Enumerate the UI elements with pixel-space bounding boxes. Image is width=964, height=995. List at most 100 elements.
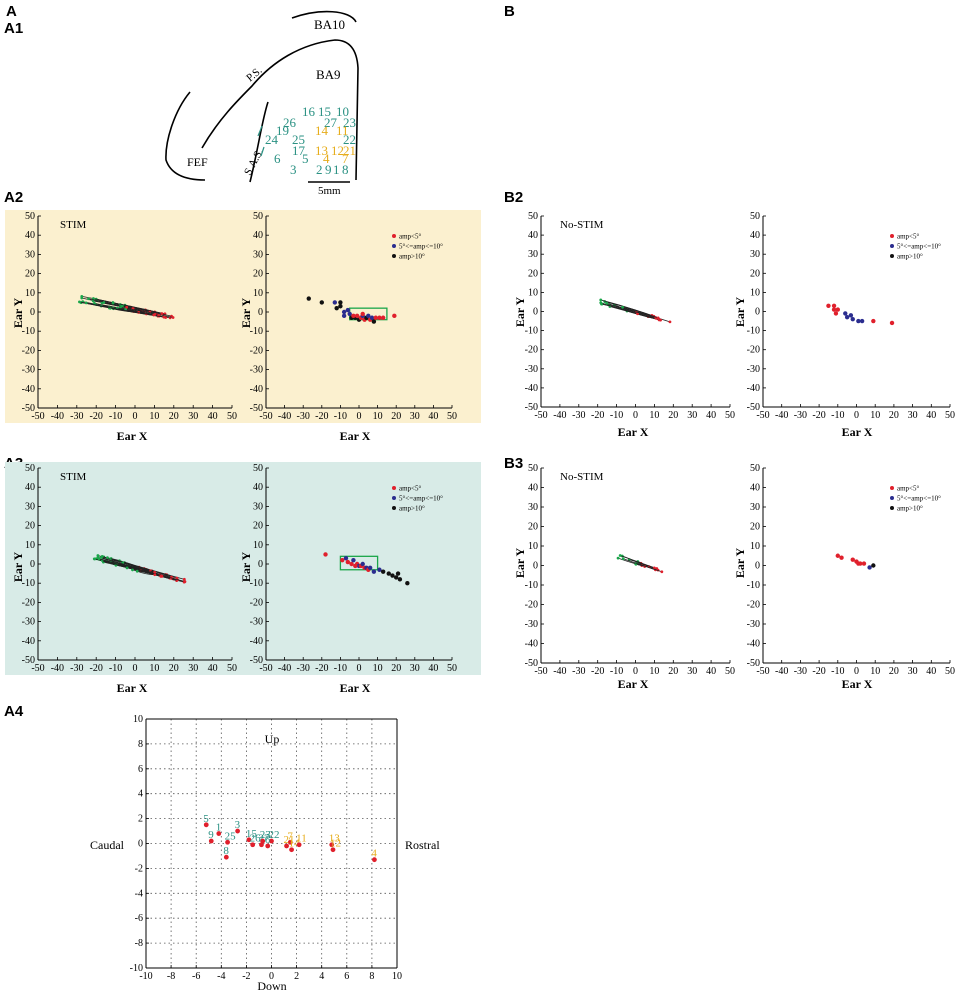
y-axis-label: Ear Y (11, 552, 25, 583)
trajectory-start (78, 300, 81, 304)
site-point-14 (289, 847, 294, 853)
data-point-2 (343, 556, 349, 561)
trajectory-start (100, 556, 103, 559)
x-axis-label: Ear X (340, 681, 371, 695)
x-tick-label: 10 (649, 666, 659, 677)
trajectory-line (137, 570, 155, 576)
y-tick-label: -30 (525, 619, 538, 630)
x-tick-label: -40 (51, 411, 64, 422)
site-point-label-15: 15 (246, 828, 258, 840)
x-tick-label: 30 (687, 410, 697, 421)
site-point-label-8: 8 (223, 845, 229, 857)
x-axis-label: Ear X (618, 425, 649, 439)
y-tick-label: 20 (25, 269, 35, 280)
x-axis-label: Ear X (618, 677, 649, 691)
data-point-22 (405, 581, 410, 586)
x-tick-label: 50 (945, 666, 955, 677)
trajectory-start (106, 556, 109, 560)
x-tick-label: 10 (392, 971, 402, 982)
data-point-7 (867, 565, 872, 570)
caudal-label: Caudal (90, 838, 125, 852)
legend-marker-red (890, 234, 894, 238)
x-tick-label: 0 (633, 410, 638, 421)
site-number-16: 16 (302, 104, 316, 119)
legend-label: 5°<=amp<=10° (897, 495, 941, 503)
data-point-3 (833, 311, 839, 316)
x-tick-label: -20 (812, 410, 825, 421)
site-point-label-27: 27 (258, 833, 270, 845)
y-tick-label: -40 (747, 639, 760, 650)
x-tick-label: 10 (149, 663, 159, 674)
x-tick-label: -6 (192, 971, 200, 982)
data-point-18 (390, 573, 395, 578)
site-point-13 (329, 842, 335, 848)
x-tick-label: 20 (889, 666, 899, 677)
x-tick-label: 20 (391, 663, 401, 674)
legend-label: amp>10° (399, 505, 425, 513)
data-point-9 (360, 561, 365, 567)
site-point-5 (203, 822, 209, 828)
site-point-label-4: 4 (371, 848, 377, 860)
y-tick-label: 40 (528, 230, 538, 241)
site-point-label-13: 13 (329, 833, 341, 845)
y-tick-label: -40 (250, 384, 263, 395)
fef-label: FEF (187, 155, 208, 169)
trajectory-line (98, 558, 185, 582)
trajectory-start (102, 301, 106, 304)
y-tick-label: 10 (253, 288, 263, 299)
trajectory-line (629, 559, 650, 568)
data-point-21 (371, 319, 377, 324)
legend-marker-blue (890, 244, 894, 248)
y-tick-label: -40 (22, 384, 35, 395)
x-tick-label: -20 (315, 411, 328, 422)
data-point-2 (850, 557, 855, 562)
y-tick-label: 8 (138, 739, 143, 750)
y-tick-label: 50 (528, 211, 538, 222)
data-point-23 (377, 315, 382, 320)
ba9-label: BA9 (316, 67, 341, 82)
site-number-3: 3 (290, 162, 297, 177)
y-tick-label: -10 (525, 580, 538, 591)
y-tick-label: -30 (250, 617, 263, 628)
trajectory-line (103, 302, 172, 317)
trajectory-end (152, 313, 156, 317)
data-point-13 (367, 565, 373, 571)
data-point-12 (354, 313, 360, 319)
x-tick-label: 40 (706, 666, 716, 677)
legend-label: amp<5° (897, 233, 919, 241)
trajectory-end (183, 580, 187, 583)
y-axis-label: Ear Y (239, 552, 253, 583)
y-tick-label: 50 (528, 463, 538, 474)
trajectory-line (622, 306, 659, 319)
site-number-11: 11 (336, 123, 349, 138)
principal-sulcus-outline (201, 39, 359, 181)
x-tick-label: 30 (908, 666, 918, 677)
data-point-19 (394, 575, 399, 580)
site-point-label-1: 1 (216, 822, 222, 834)
data-point-1 (340, 557, 345, 563)
site-point-12 (330, 847, 336, 853)
site-point-11 (296, 842, 302, 848)
y-tick-label: 10 (528, 287, 538, 298)
y-tick-label: 50 (25, 211, 35, 222)
y-tick-label: 30 (253, 249, 263, 260)
x-tick-label: 8 (369, 971, 374, 982)
trajectory-line (132, 569, 161, 577)
x-tick-label: 30 (188, 411, 198, 422)
y-tick-label: 30 (750, 249, 760, 260)
x-tick-label: 10 (373, 663, 383, 674)
site-point-3 (235, 828, 241, 834)
x-tick-label: -30 (297, 663, 310, 674)
site-point-25 (225, 839, 230, 845)
y-tick-label: -10 (22, 578, 35, 589)
site-point-23 (260, 838, 266, 844)
y-tick-label: -20 (525, 600, 538, 611)
trajectory-end (153, 573, 157, 577)
data-point-1 (831, 307, 837, 312)
data-point-17 (386, 571, 391, 576)
y-tick-label: -30 (525, 364, 538, 375)
sas-boundary (249, 101, 269, 183)
data-point-10 (859, 318, 865, 324)
x-tick-label: -40 (553, 666, 566, 677)
